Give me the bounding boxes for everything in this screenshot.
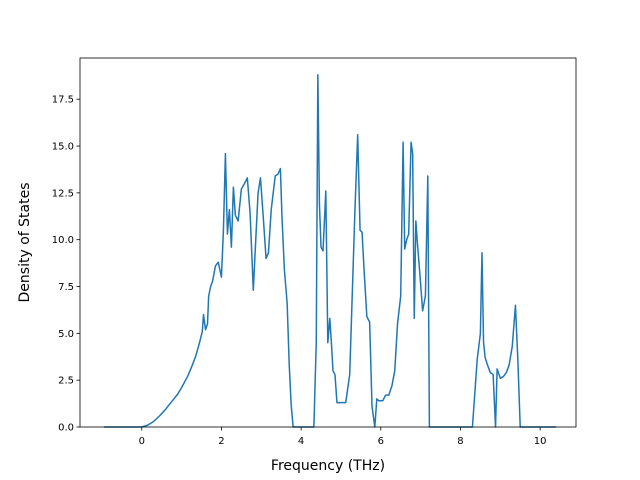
x-tick-label: 10 [534, 436, 547, 447]
y-tick-label: 7.5 [58, 282, 74, 293]
plot-area-frame [79, 57, 577, 428]
y-tick-label: 15.0 [52, 142, 74, 153]
y-axis-label: Density of States [17, 183, 33, 303]
y-axis-ticks: 0.0 2.5 5.0 7.5 10.0 12.5 15.0 17.5 [52, 95, 80, 434]
y-tick-label: 17.5 [52, 95, 74, 106]
y-tick-label: 5.0 [58, 329, 74, 340]
y-tick-label: 0.0 [58, 423, 74, 434]
x-tick-label: 2 [218, 436, 224, 447]
x-tick-label: 0 [139, 436, 145, 447]
x-tick-label: 8 [457, 436, 463, 447]
x-axis-label: Frequency (THz) [271, 458, 385, 474]
x-tick-label: 4 [298, 436, 304, 447]
x-tick-label: 6 [378, 436, 384, 447]
y-tick-label: 2.5 [58, 376, 74, 387]
y-tick-label: 10.0 [52, 235, 74, 246]
y-tick-label: 12.5 [52, 188, 74, 199]
